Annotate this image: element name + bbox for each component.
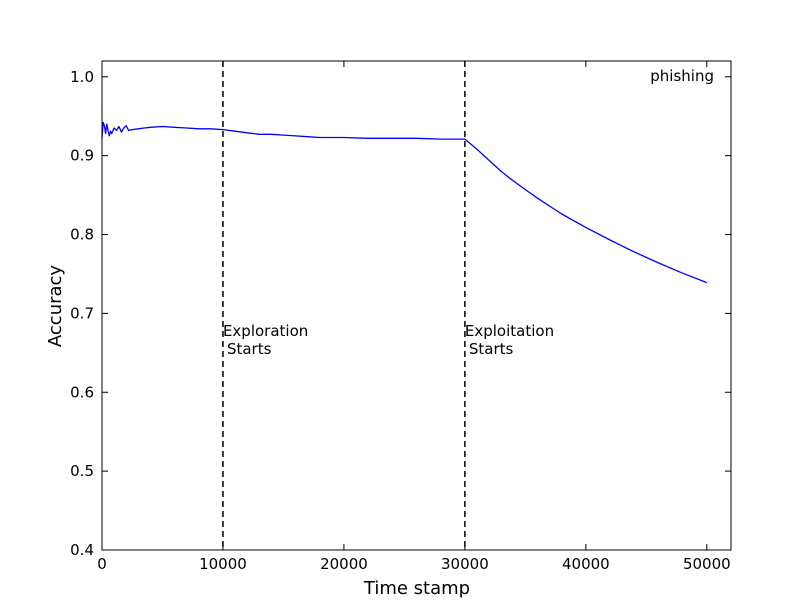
x-axis-title: Time stamp (363, 578, 470, 599)
plot-frame (101, 60, 732, 551)
x-axis-ticks: 0 10000 20000 30000 40000 50000 (97, 61, 731, 573)
x-tick-label: 0 (97, 555, 107, 573)
series-group (101, 121, 708, 284)
y-tick-label: 0.5 (70, 462, 94, 480)
x-tick-label: 30000 (441, 555, 489, 573)
y-tick-label: 0.9 (70, 147, 94, 165)
vline-annotation-line1: Exploration (223, 322, 308, 340)
y-tick-label: 0.6 (70, 383, 94, 401)
y-tick-label: 0.7 (70, 304, 94, 322)
x-tick-label: 50000 (683, 555, 731, 573)
x-tick-label: 20000 (320, 555, 368, 573)
x-tick-label: 40000 (562, 555, 610, 573)
y-tick-label: 0.8 (70, 226, 94, 244)
legend-label-phishing: phishing (650, 67, 714, 85)
plot-background (102, 61, 731, 550)
vertical-markers (222, 61, 466, 550)
y-axis-ticks: 0.4 0.5 0.6 0.7 0.8 0.9 1.0 (70, 68, 731, 559)
vline-annotation-line2: Starts (469, 340, 514, 358)
y-tick-label: 1.0 (70, 68, 94, 86)
vline-annotation-line2: Starts (227, 340, 272, 358)
y-tick-label: 0.4 (70, 541, 94, 559)
x-tick-label: 10000 (199, 555, 247, 573)
series-line-phishing (101, 121, 708, 284)
y-axis-title: Accuracy (45, 265, 66, 348)
vline-annotation-line1: Exploitation (465, 322, 554, 340)
